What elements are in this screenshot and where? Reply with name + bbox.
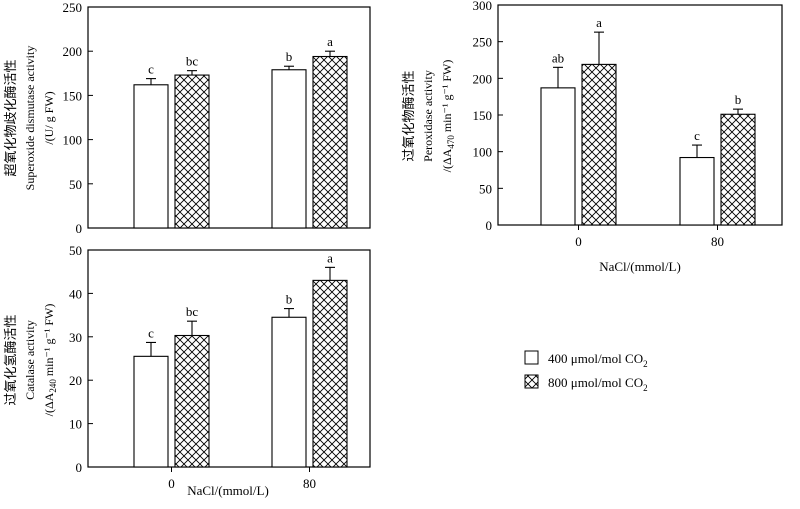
sod-ytick-label: 50: [69, 177, 82, 192]
pod-bar-800-0: [581, 63, 617, 226]
cat-ytick-label: 10: [69, 417, 82, 432]
pod-significance-letter: ab: [552, 50, 564, 65]
sod-chart-panel: 0 50 100 150 200 250 超氧化物歧化酶活性 Superoxide dismu…: [3, 0, 371, 236]
pod-xlabel: NaCl/(mmol/L): [599, 259, 681, 274]
legend: 400 μmol/mol CO2 800 μmol/mol CO2: [524, 350, 648, 393]
sod-ytick-label: 0: [76, 221, 83, 236]
cat-xtick-label: 80: [303, 476, 316, 491]
pod-xtick-label: 0: [575, 234, 582, 249]
cat-ylabel-line-0: 过氧化氢酶活性: [3, 314, 18, 405]
cat-ytick-label: 30: [69, 330, 82, 345]
cat-ytick-label: 50: [69, 243, 82, 258]
pod-ytick-label: 0: [486, 218, 493, 233]
cat-bar-400-80: [271, 316, 307, 468]
cat-ytick-label: 40: [69, 286, 82, 301]
cat-significance-letter: b: [286, 292, 293, 307]
sod-ylabel-line-1: Superoxide dismutase activity: [23, 46, 37, 191]
cat-ytick-label: 0: [76, 460, 83, 475]
sod-bar-800-80: [312, 55, 348, 229]
sod-ylabel-line-2: /(U/ g FW): [42, 91, 56, 144]
sod-bar-800-0: [174, 74, 210, 229]
legend-swatch-400: [524, 350, 539, 365]
pod-significance-letter: c: [694, 128, 700, 143]
cat-plot-frame: [87, 249, 371, 468]
pod-ytick-label: 200: [473, 71, 493, 86]
cat-xlabel: NaCl/(mmol/L): [187, 483, 269, 498]
cat-bar-400-0: [133, 355, 169, 468]
sod-significance-letter: c: [148, 62, 154, 77]
cat-significance-letter: a: [327, 250, 333, 265]
sod-plot-frame: [87, 6, 371, 229]
pod-ytick-label: 150: [473, 108, 493, 123]
cat-chart-panel: 0 10 20 30 40 50 过氧化氢酶活性 Catalase activity /(ΔA2…: [3, 243, 371, 498]
legend-label-800: 800 μmol/mol CO2: [548, 375, 648, 393]
pod-significance-letter: a: [596, 15, 602, 30]
sod-ylabel-line-0: 超氧化物歧化酶活性: [3, 59, 18, 176]
cat-bar-800-0: [174, 334, 210, 468]
pod-bar-400-80: [679, 156, 715, 226]
cat-significance-letter: bc: [186, 304, 199, 319]
pod-significance-letter: b: [735, 92, 742, 107]
legend-swatch-800: [524, 374, 539, 389]
sod-bar-400-80: [271, 69, 307, 229]
sod-significance-letter: b: [286, 49, 293, 64]
sod-significance-letter: a: [327, 34, 333, 49]
cat-ylabel-line-2: /(ΔA240 min⁻¹ g⁻¹ FW): [42, 304, 58, 417]
pod-ytick-label: 250: [473, 35, 493, 50]
sod-ytick-label: 200: [63, 44, 83, 59]
legend-label-400: 400 μmol/mol CO2: [548, 351, 648, 369]
sod-significance-letter: bc: [186, 54, 199, 69]
pod-ylabel-line-1: Peroxidase activity: [421, 70, 435, 162]
cat-ytick-label: 20: [69, 373, 82, 388]
cat-ylabel-line-1: Catalase activity: [23, 320, 37, 400]
sod-ytick-label: 250: [63, 0, 83, 15]
pod-ylabel-line-0: 过氧化物酶活性: [401, 70, 416, 161]
cat-bar-800-80: [312, 279, 348, 468]
pod-bar-400-0: [540, 87, 576, 226]
cat-xtick-label: 0: [168, 476, 175, 491]
pod-chart-panel: 0 50 100 150 200 250 300 过氧化物酶活性 Peroxidase acti…: [401, 0, 783, 274]
pod-ytick-label: 50: [479, 181, 492, 196]
pod-xtick-label: 80: [711, 234, 724, 249]
cat-significance-letter: c: [148, 325, 154, 340]
sod-ytick-label: 150: [63, 88, 83, 103]
sod-ytick-label: 100: [63, 133, 83, 148]
pod-ytick-label: 300: [473, 0, 493, 13]
sod-bar-400-0: [133, 84, 169, 229]
pod-ytick-label: 100: [473, 145, 493, 160]
pod-ylabel-line-2: /(ΔA470 min⁻¹ g⁻¹ FW): [440, 60, 456, 173]
pod-bar-800-80: [720, 113, 756, 226]
